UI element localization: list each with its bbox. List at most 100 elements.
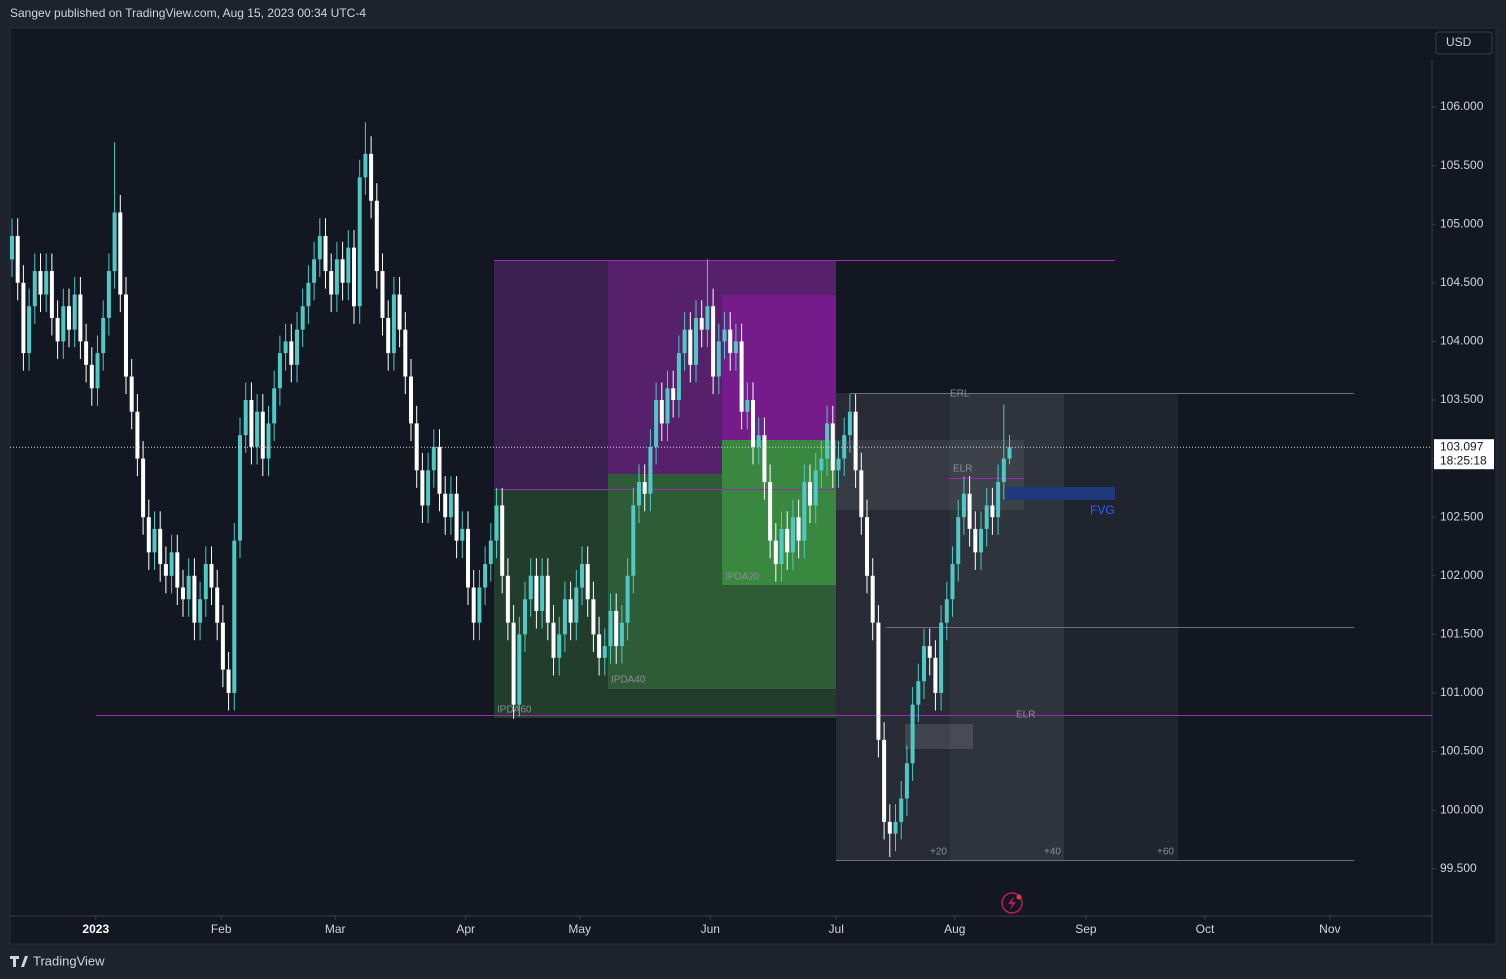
candle-body [899,798,904,822]
candle-body [158,528,163,565]
candle-body [106,271,111,318]
y-tick-label: 105.000 [1440,216,1484,230]
candle-body [443,493,448,518]
last-price-tag [1434,439,1494,470]
candles [9,122,1012,858]
candle-body [477,587,482,623]
candle-body [739,341,744,412]
candle-body [523,599,528,635]
candle-body [123,294,128,377]
candle-body [141,458,146,518]
event-circle[interactable] [1001,892,1023,914]
candle-body [665,388,670,424]
candle-body [614,610,619,647]
candle-body [699,317,704,330]
candle-body [751,399,756,447]
candle-body [89,364,94,389]
candle-body [671,388,676,400]
candle-body [483,564,488,588]
candle-body [927,646,932,658]
candle-body [847,411,852,436]
candle-body [454,493,459,541]
candle-body [237,435,242,541]
candle-body [625,575,630,623]
candle-body [996,482,1001,518]
y-tick-label: 105.500 [1440,158,1484,172]
currency-label: USD [1446,35,1472,49]
candle-body [306,282,311,307]
candle-body [961,493,966,518]
candle-body [745,399,750,412]
candle-body [762,435,767,483]
candle-body [597,634,602,658]
candle-body [545,575,550,623]
candle-body [802,482,807,541]
drawings [96,260,1432,861]
candle-body [1001,458,1006,483]
candle-body [403,329,408,377]
candle-body [585,564,590,600]
candle-body [15,235,20,283]
y-tick-label: 100.000 [1440,802,1484,816]
candle-body [500,505,505,576]
candle-body [785,528,790,553]
candle-body [471,587,476,623]
candle-body [426,470,431,506]
candle-body [414,423,419,471]
candle-body [209,564,214,588]
currency-button[interactable] [1435,31,1493,55]
candle-body [944,599,949,623]
candle-body [409,376,414,424]
x-tick-label: Mar [325,922,346,936]
candle-body [226,669,231,693]
y-tick-label: 106.000 [1440,99,1484,113]
candle-body [243,399,248,436]
events-icon[interactable] [1001,892,1023,914]
premium-zone [722,295,836,440]
range-box [836,440,1024,510]
candle-body [505,575,510,623]
x-tick-label: Jul [829,922,844,936]
y-tick-label: 102.000 [1440,568,1484,582]
annotation: IPDA60 [497,705,532,716]
candle-body [374,200,379,272]
candle-body [773,540,778,565]
candle-body [203,564,208,600]
candle-body [112,212,117,272]
candle-body [1007,447,1012,459]
candle-body [317,235,322,260]
candle-body [420,470,425,506]
candle-body [716,341,721,377]
candle-body [642,482,647,494]
candle-body [260,411,265,459]
candle-body [488,540,493,565]
candle-body [232,540,237,693]
candle-body [9,235,14,260]
x-tick-label: Aug [944,922,965,936]
candle-body [676,353,681,400]
candle-body [277,353,282,389]
candle-body [562,599,567,635]
candle-body [21,282,26,354]
y-tick-label: 104.500 [1440,275,1484,289]
candle-body [363,153,368,178]
candle-body [654,399,659,447]
candle-body [557,634,562,658]
candle-body [220,622,225,670]
y-tick-label: 100.500 [1440,744,1484,758]
candle-body [448,493,453,518]
candle-body [819,458,824,471]
candle-body [66,306,71,330]
candle-body [129,376,134,412]
candle-body [32,271,37,307]
candle-body [711,306,716,377]
candle-body [882,739,887,822]
candle-body [619,622,624,647]
x-tick-label: Sep [1075,922,1097,936]
candle-body [118,212,123,295]
candle-body [391,294,396,354]
candle-body [84,341,89,365]
last-price-label: 103.097 [1440,439,1484,453]
candle-body [397,294,402,330]
candle-body [534,575,539,611]
